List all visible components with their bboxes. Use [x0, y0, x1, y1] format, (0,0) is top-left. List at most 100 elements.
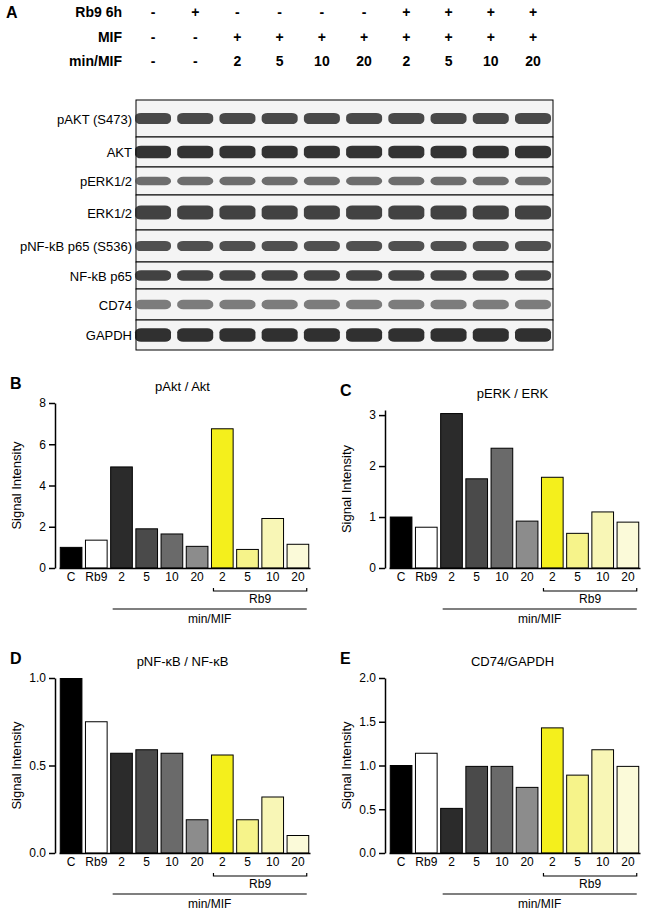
x-tick: 10: [495, 853, 509, 869]
band: [431, 241, 467, 251]
bar: [111, 467, 133, 568]
band: [304, 270, 340, 280]
bar: [592, 512, 614, 568]
band: [431, 177, 467, 185]
band: [515, 270, 551, 280]
band-label: pAKT (S473): [57, 112, 132, 127]
bar: [136, 529, 158, 568]
bar-chart: 0.00.51.01.52.0CRb9251020251020CD74/GAPD…: [339, 650, 641, 911]
condition-value: -: [151, 29, 156, 45]
bar: [567, 775, 589, 853]
y-tick: 2: [369, 459, 385, 473]
blot-row: [136, 100, 553, 137]
condition-value: 10: [314, 53, 330, 69]
condition-label: MIF: [98, 29, 123, 45]
blot-row: [136, 320, 553, 350]
condition-label: min/MIF: [69, 53, 122, 69]
band: [304, 206, 340, 220]
x-tick-label: 20: [291, 855, 305, 869]
band: [346, 300, 382, 309]
band: [262, 146, 298, 159]
x-tick: 5: [574, 853, 581, 869]
bracket: [213, 873, 306, 876]
y-tick-mark: [379, 809, 385, 811]
bar: [85, 722, 107, 853]
band: [219, 206, 255, 220]
bar: [441, 414, 463, 568]
x-tick-label: 5: [574, 855, 581, 869]
y-tick: 8: [39, 396, 55, 410]
y-tick-mark: [379, 568, 385, 570]
panel-label: E: [340, 650, 351, 667]
bar: [415, 527, 437, 568]
x-tick-label: 2: [448, 570, 455, 584]
condition-value: +: [402, 29, 410, 45]
y-tick-label: 2: [39, 520, 46, 534]
x-tick-label: 2: [118, 570, 125, 584]
bracket: [443, 893, 637, 894]
band: [388, 113, 424, 124]
band: [431, 328, 467, 342]
x-tick: 2: [219, 853, 226, 869]
x-tick: 20: [190, 568, 204, 584]
condition-label: Rb9 6h: [75, 4, 122, 20]
band: [262, 206, 298, 220]
y-tick-mark: [379, 765, 385, 767]
band: [177, 241, 213, 251]
condition-value: +: [444, 29, 452, 45]
x-tick-label: 10: [165, 855, 179, 869]
band: [304, 241, 340, 251]
band: [177, 270, 213, 280]
x-tick: Rb9: [415, 568, 437, 584]
bar: [262, 797, 284, 853]
bracket-label: min/MIF: [518, 612, 561, 626]
band-label: pNF-kB p65 (S536): [20, 239, 132, 254]
band: [135, 328, 171, 342]
condition-value: -: [362, 4, 367, 20]
condition-value: -: [320, 4, 325, 20]
band: [346, 328, 382, 342]
band: [388, 146, 424, 159]
y-tick-label: 2.0: [359, 671, 376, 685]
x-tick: 10: [596, 568, 610, 584]
band: [262, 177, 298, 185]
bar: [211, 429, 233, 568]
x-tick-label: 2: [219, 570, 226, 584]
condition-value: +: [487, 4, 495, 20]
y-tick-mark: [49, 678, 55, 680]
x-tick: C: [67, 568, 76, 584]
bracket: [213, 588, 306, 591]
band-label: ERK1/2: [87, 206, 132, 221]
y-tick-label: 0: [369, 561, 376, 575]
band: [177, 113, 213, 124]
band: [304, 113, 340, 124]
x-tick: C: [397, 568, 406, 584]
y-tick-mark: [49, 765, 55, 767]
x-tick: 10: [165, 568, 179, 584]
x-tick-label: 20: [621, 855, 635, 869]
x-tick-label: 10: [165, 570, 179, 584]
condition-value: +: [276, 29, 284, 45]
band-label: pERK1/2: [80, 174, 132, 189]
x-tick: 2: [118, 853, 125, 869]
x-tick-label: 2: [448, 855, 455, 869]
x-tick-label: 10: [596, 855, 610, 869]
y-tick: 2: [39, 520, 55, 534]
condition-value: -: [277, 4, 282, 20]
chart-title: CD74/GAPDH: [471, 654, 554, 669]
x-tick: Rb9: [85, 568, 107, 584]
bar: [262, 519, 284, 569]
condition-value: +: [191, 4, 199, 20]
x-axis: CRb9251020251020: [60, 853, 311, 869]
bracket: [543, 588, 636, 591]
bar: [186, 546, 208, 568]
figure: ARb9 6h-+----++++MIF--++++++++min/MIF--2…: [0, 0, 661, 923]
y-axis: 0123: [369, 408, 385, 575]
band: [346, 113, 382, 124]
bar: [567, 533, 589, 568]
x-tick: 2: [549, 568, 556, 584]
x-tick-label: 10: [266, 570, 280, 584]
band: [431, 206, 467, 220]
bar: [390, 766, 412, 854]
x-tick-label: Rb9: [85, 855, 107, 869]
